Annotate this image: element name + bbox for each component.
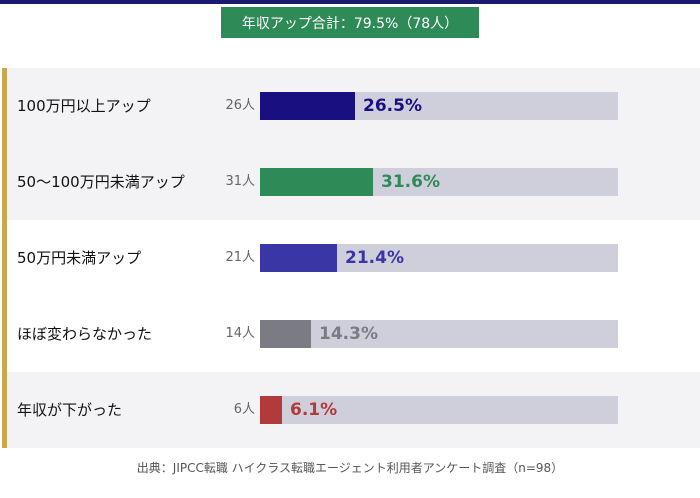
- bar: [260, 168, 373, 196]
- category-label: 50万円未満アップ: [17, 249, 142, 267]
- bar: [260, 396, 282, 424]
- source-note: 出典：JIPCC転職 ハイクラス転職エージェント利用者アンケート調査（n=98）: [136, 461, 564, 475]
- category-label: 100万円以上アップ: [17, 97, 151, 115]
- respondent-count: 14人: [225, 326, 255, 341]
- respondent-count: 6人: [233, 402, 255, 417]
- value-label: 31.6%: [381, 172, 440, 192]
- respondent-count: 26人: [225, 98, 255, 113]
- bar-track: [260, 168, 618, 196]
- value-label: 21.4%: [345, 248, 404, 268]
- bar: [260, 320, 311, 348]
- respondent-count: 31人: [225, 174, 255, 189]
- summary-badge: 年収アップ合計：79.5%（78人）: [221, 7, 479, 38]
- chart-row: 50〜100万円未満アップ 31人 31.6%: [7, 144, 700, 220]
- bar: [260, 244, 337, 272]
- chart-row: 年収が下がった 6人 6.1%: [7, 372, 700, 448]
- top-rule: [0, 0, 700, 4]
- category-label: 年収が下がった: [17, 401, 123, 419]
- accent-bar: [2, 68, 7, 448]
- category-label: ほぼ変わらなかった: [17, 325, 153, 343]
- bar: [260, 92, 355, 120]
- bar-track: [260, 244, 618, 272]
- chart-row: ほぼ変わらなかった 14人 14.3%: [7, 296, 700, 372]
- value-label: 26.5%: [363, 96, 422, 116]
- value-label: 6.1%: [290, 400, 338, 420]
- value-label: 14.3%: [319, 324, 378, 344]
- bar-track: [260, 320, 618, 348]
- category-label: 50〜100万円未満アップ: [17, 173, 185, 191]
- bar-track: [260, 396, 618, 424]
- chart-row: 50万円未満アップ 21人 21.4%: [7, 220, 700, 296]
- chart-row: 100万円以上アップ 26人 26.5%: [7, 68, 700, 144]
- respondent-count: 21人: [225, 250, 255, 265]
- bar-track: [260, 92, 618, 120]
